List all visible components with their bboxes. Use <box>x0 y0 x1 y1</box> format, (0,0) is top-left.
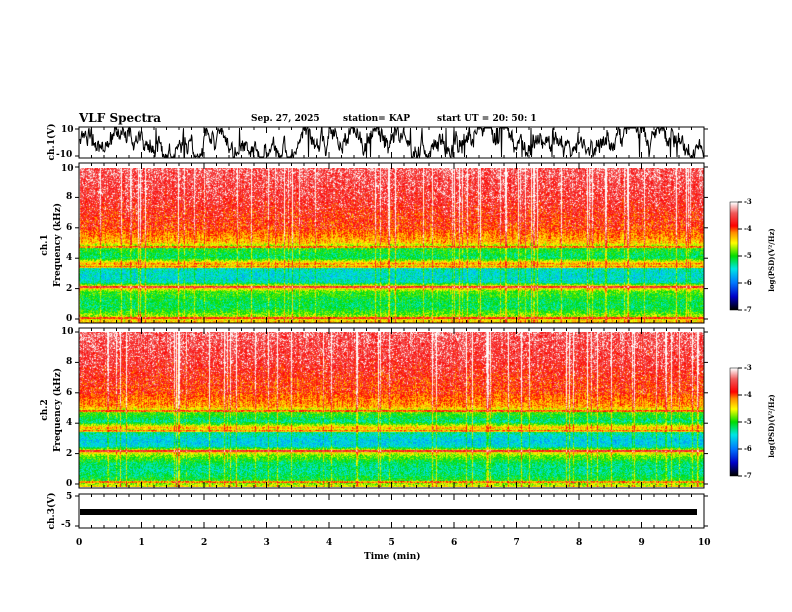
x-tick-label: 9 <box>638 538 645 548</box>
colorbar-tick-label: -5 <box>744 417 752 426</box>
x-axis-label: Time (min) <box>364 552 421 562</box>
colorbar-frame <box>729 201 739 311</box>
y-tick-label: 4 <box>66 418 73 429</box>
panel-frame-2 <box>78 162 705 324</box>
y-tick-label: 5 <box>66 492 73 502</box>
ch1-frequency-label: Frequency (kHz) <box>53 203 63 288</box>
y-tick-label: -5 <box>61 520 71 530</box>
y-tick-label: 8 <box>66 357 73 368</box>
panel-frame-3 <box>78 327 705 489</box>
colorbar-tick-label: -3 <box>744 363 752 372</box>
y-tick-label: 0 <box>66 479 73 489</box>
ch1-waveform <box>79 126 704 159</box>
colorbar-ch1 <box>730 202 738 310</box>
x-tick-label: 1 <box>138 538 145 548</box>
x-tick-label: 10 <box>698 538 711 548</box>
colorbar-label: log(PSD)(V²/Hz) <box>767 394 776 458</box>
start-time-label: start UT = 20: 50: 1 <box>437 114 537 124</box>
x-tick-label: 7 <box>513 538 520 548</box>
station-label: station= KAP <box>343 114 411 124</box>
x-tick-label: 8 <box>576 538 583 548</box>
ch2-spectrogram <box>79 332 704 487</box>
colorbar-tick-label: -4 <box>744 390 752 399</box>
colorbar-ch2 <box>730 368 738 476</box>
x-tick-label: 0 <box>76 538 83 548</box>
chart-title: VLF Spectra <box>79 111 162 125</box>
ch3-waveform <box>80 509 697 515</box>
colorbar-label: log(PSD)(V²/Hz) <box>767 228 776 292</box>
ch3-axis-label: ch.3(V) <box>47 492 57 530</box>
colorbar-tick-label: -7 <box>744 305 752 314</box>
y-tick-label: 0 <box>66 314 73 324</box>
x-tick-label: 3 <box>263 538 270 548</box>
ch1-axis-label: ch.1(V) <box>47 123 57 161</box>
colorbar-tick-label: -6 <box>744 278 752 287</box>
x-tick-label: 5 <box>388 538 395 548</box>
colorbar-tick-label: -7 <box>744 471 752 480</box>
colorbar-frame <box>729 367 739 477</box>
y-tick-label: 10 <box>61 164 74 174</box>
colorbar-tick-label: -5 <box>744 251 752 260</box>
x-tick-label: 6 <box>451 538 458 548</box>
y-tick-label: 2 <box>66 283 73 294</box>
y-tick-label: 6 <box>66 222 73 233</box>
colorbar-tick-label: -4 <box>744 224 752 233</box>
y-tick-label: 4 <box>66 253 73 264</box>
colorbar-tick-label: -6 <box>744 444 752 453</box>
y-tick-label: 10 <box>61 125 74 135</box>
y-tick-label: 2 <box>66 448 73 459</box>
date-label: Sep. 27, 2025 <box>251 114 320 124</box>
x-tick-label: 4 <box>326 538 333 548</box>
y-tick-label: 6 <box>66 387 73 398</box>
y-tick-label: 8 <box>66 192 73 203</box>
colorbar-tick-label: -3 <box>744 197 752 206</box>
ch1-spectrogram <box>79 168 704 323</box>
x-tick-label: 2 <box>201 538 208 548</box>
y-tick-label: -10 <box>56 150 73 160</box>
ch1-spectrogram-label: ch.1 <box>40 234 50 256</box>
y-tick-label: 10 <box>61 327 74 337</box>
